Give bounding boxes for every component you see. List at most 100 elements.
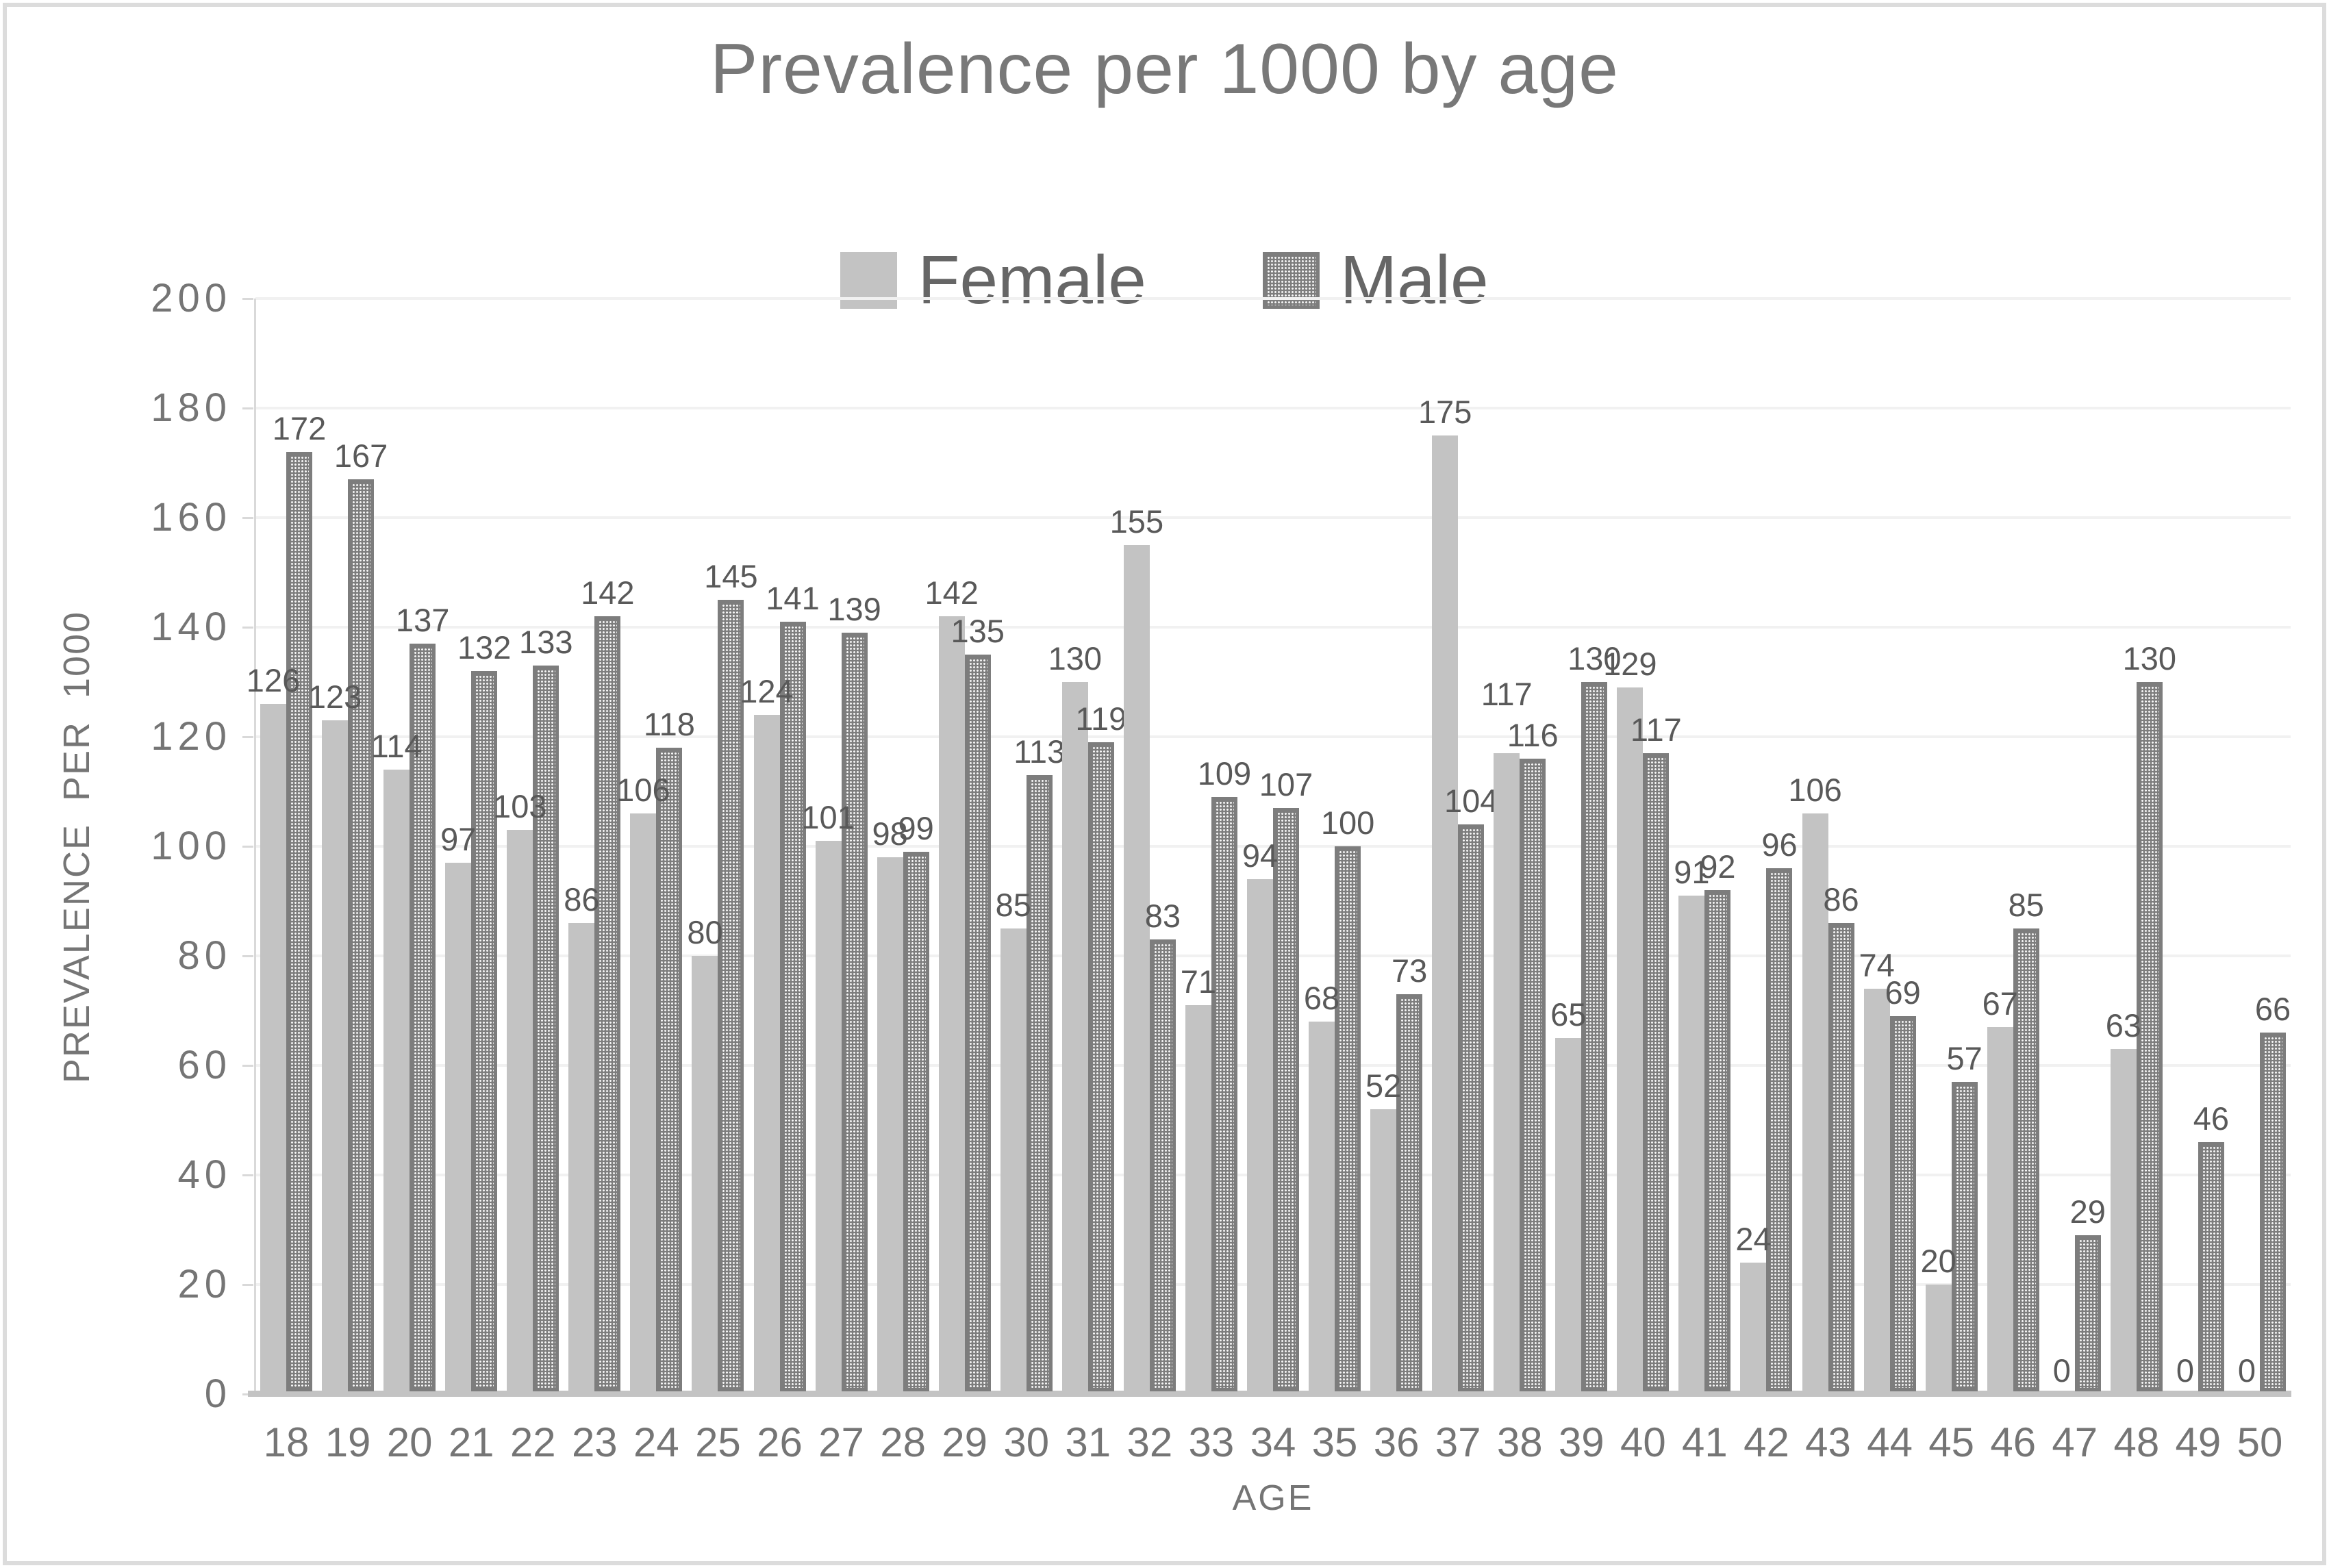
y-tick-label: 140 xyxy=(151,605,231,649)
bar-value-label-female: 52 xyxy=(1365,1067,1402,1104)
bar-female xyxy=(1000,928,1027,1391)
bar-female xyxy=(1370,1109,1397,1391)
bar-value-label-male: 69 xyxy=(1885,974,1921,1011)
bar-male xyxy=(1458,824,1485,1391)
bar-value-label-male: 142 xyxy=(581,574,635,611)
bar-value-label-female: 155 xyxy=(1109,503,1164,540)
bar-value-label-male: 92 xyxy=(1700,848,1736,885)
bar-male xyxy=(1211,797,1237,1391)
bar-female xyxy=(815,841,842,1391)
y-tick-label: 160 xyxy=(151,495,231,540)
gridline xyxy=(255,735,2291,738)
bar-female xyxy=(1247,879,1273,1391)
bar-value-label-female: 74 xyxy=(1859,947,1895,983)
bar-female xyxy=(1555,1038,1582,1391)
bar-value-label-male: 29 xyxy=(2069,1193,2106,1230)
x-tick-label: 39 xyxy=(1558,1419,1604,1465)
bar-value-label-female: 175 xyxy=(1418,394,1472,430)
bar-value-label-female: 63 xyxy=(2105,1007,2141,1044)
bar-value-label-male: 66 xyxy=(2254,991,2291,1027)
gridline xyxy=(255,297,2291,300)
bar-value-label-male: 96 xyxy=(1761,826,1798,863)
bar-male xyxy=(1889,1016,1916,1391)
bar-value-label-female: 0 xyxy=(2176,1352,2194,1389)
x-tick-label: 38 xyxy=(1496,1419,1543,1465)
bar-value-label-female: 91 xyxy=(1674,854,1710,890)
bar-value-label-male: 135 xyxy=(951,613,1005,649)
bar-value-label-female: 80 xyxy=(687,914,723,950)
bar-value-label-male: 46 xyxy=(2193,1100,2230,1137)
bar-value-label-female: 20 xyxy=(1920,1243,1956,1279)
x-tick-label: 30 xyxy=(1003,1419,1050,1465)
bar-male xyxy=(1149,939,1176,1391)
bar-value-label-male: 119 xyxy=(1075,700,1127,737)
bar-value-label-female: 68 xyxy=(1303,980,1340,1016)
bar-female xyxy=(1309,1022,1335,1391)
bar-value-label-male: 130 xyxy=(1568,640,1622,676)
bar-male xyxy=(2198,1142,2224,1391)
bar-value-label-male: 86 xyxy=(1823,881,1859,918)
x-tick-label: 21 xyxy=(448,1419,494,1465)
bar-male xyxy=(1335,846,1361,1391)
bar-male xyxy=(1087,742,1114,1391)
bar-male xyxy=(1396,994,1423,1391)
x-tick-label: 42 xyxy=(1743,1419,1789,1465)
bar-male xyxy=(841,633,868,1391)
bar-value-label-male: 85 xyxy=(2008,887,2044,923)
bar-male xyxy=(410,644,436,1391)
bar-male xyxy=(779,622,806,1391)
gridline xyxy=(255,626,2291,629)
bar-male xyxy=(1520,759,1546,1391)
bar-value-label-male: 118 xyxy=(643,706,695,742)
x-tick-label: 28 xyxy=(880,1419,926,1465)
bar-female xyxy=(1617,687,1644,1391)
bar-male xyxy=(2074,1235,2101,1391)
bar-female xyxy=(1432,435,1459,1391)
bar-value-label-female: 117 xyxy=(1481,676,1533,712)
x-axis-title: AGE xyxy=(1232,1478,1314,1518)
bar-female xyxy=(507,830,533,1391)
y-axis-tick xyxy=(242,955,253,957)
bar-value-label-female: 114 xyxy=(370,728,423,764)
bar-value-label-male: 116 xyxy=(1507,717,1559,753)
bar-male xyxy=(1273,808,1299,1391)
y-axis-tick xyxy=(242,1284,253,1286)
bar-female xyxy=(753,715,780,1391)
gridline xyxy=(255,407,2291,409)
bar-male xyxy=(286,452,313,1391)
x-tick-label: 40 xyxy=(1620,1419,1666,1465)
bar-value-label-male: 132 xyxy=(457,629,512,666)
bar-value-label-male: 109 xyxy=(1197,755,1252,792)
x-tick-label: 37 xyxy=(1435,1419,1481,1465)
y-axis-tick xyxy=(242,298,253,300)
bar-male xyxy=(964,655,991,1391)
bar-female xyxy=(877,857,903,1391)
bar-female xyxy=(1678,896,1705,1391)
bar-value-label-female: 101 xyxy=(801,799,855,835)
bar-value-label-male: 141 xyxy=(766,580,820,616)
bar-male xyxy=(2013,928,2039,1391)
y-axis-tick xyxy=(242,846,253,848)
x-axis-line xyxy=(248,1391,2291,1397)
bar-male xyxy=(2136,682,2163,1391)
bar-female xyxy=(1802,813,1828,1391)
bar-female xyxy=(1123,545,1150,1391)
x-tick-label: 31 xyxy=(1065,1419,1111,1465)
bar-value-label-female: 0 xyxy=(2052,1352,2071,1389)
bar-male xyxy=(1581,682,1608,1391)
bar-female xyxy=(322,720,349,1391)
bar-value-label-female: 130 xyxy=(1048,640,1103,676)
bar-value-label-female: 24 xyxy=(1735,1221,1772,1257)
bar-value-label-female: 126 xyxy=(246,662,301,698)
bar-value-label-female: 65 xyxy=(1550,996,1587,1033)
bar-value-label-female: 85 xyxy=(995,887,1031,923)
bar-value-label-female: 129 xyxy=(1603,646,1657,682)
y-tick-label: 40 xyxy=(177,1152,231,1197)
bar-value-label-male: 57 xyxy=(1946,1040,1982,1076)
x-tick-label: 44 xyxy=(1867,1419,1913,1465)
bar-value-label-male: 104 xyxy=(1444,783,1498,819)
x-tick-label: 34 xyxy=(1250,1419,1296,1465)
bar-value-label-male: 117 xyxy=(1630,711,1682,748)
x-tick-label: 47 xyxy=(2052,1419,2098,1465)
legend-label-female: Female xyxy=(918,242,1146,318)
